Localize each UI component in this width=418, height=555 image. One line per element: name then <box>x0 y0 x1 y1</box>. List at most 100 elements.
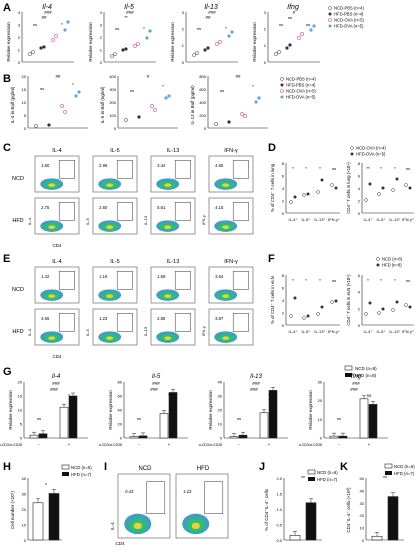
bar <box>338 435 348 439</box>
y-axis-label: Cell number (×10⁵) <box>10 491 15 530</box>
category-label: IL-4⁺ <box>363 329 372 334</box>
flow-plot-grid: 0.43 1.23 <box>117 473 229 539</box>
gate <box>174 313 191 332</box>
y-axis-label: IL-13 <box>143 215 148 225</box>
data-point <box>334 186 338 190</box>
legend-marker <box>328 6 332 10</box>
data-point <box>381 186 385 190</box>
tick-label: 6 <box>358 174 361 179</box>
flow-plot: 1.23 <box>92 308 138 346</box>
panel-g-letter: G <box>3 366 12 378</box>
tick-label: 2 <box>100 35 103 40</box>
significance-label: * <box>168 393 170 398</box>
tick-label: 4 <box>358 290 361 295</box>
cell-density-core <box>48 336 56 340</box>
column-title: HFD <box>197 466 210 472</box>
tick-label: 10 <box>22 523 27 528</box>
bar <box>59 406 69 439</box>
category-label: IL-4⁺ <box>363 217 372 222</box>
bar <box>129 436 139 439</box>
tick-label: 0 <box>100 60 103 65</box>
tick-label: 3 <box>182 10 185 15</box>
y-axis-label: Relative expression <box>170 22 175 62</box>
x-tick-label: - <box>338 442 340 447</box>
tick-label: 6 <box>282 286 285 291</box>
data-point <box>293 195 297 199</box>
panel-j-bars <box>289 498 317 541</box>
panel-j-letter: J <box>259 461 265 473</box>
tick-label: 40 <box>118 408 123 413</box>
tick-label: 0 <box>18 60 21 65</box>
category-label: IFN-γ⁺ <box>402 329 414 334</box>
significance-label: ### <box>52 381 60 386</box>
panel-g-chart: Il-4 Relative expression 0 5 10 15 20 ###### ns *… <box>0 374 88 447</box>
tick-label: 1 <box>18 48 21 53</box>
y-axis-label: IL-13 <box>143 326 148 336</box>
data-point <box>133 44 137 48</box>
panel-d-right: CD4⁺ T cells in lung (×10⁴) 0 2 4 6 8 IL… <box>346 161 414 222</box>
tick-label: 2 <box>358 306 361 311</box>
data-point <box>164 96 168 100</box>
panel-b-letter: B <box>3 73 11 85</box>
tick-label: 4 <box>282 298 285 303</box>
tick-label: 20 <box>218 408 223 413</box>
significance-label: ## <box>55 74 61 79</box>
cell-density-core <box>48 183 56 187</box>
chart-title: Ifng <box>351 374 362 380</box>
gate-percentage: 4.65 <box>215 163 224 168</box>
tick-label: 60 <box>118 394 123 399</box>
bars <box>229 387 278 439</box>
gate-percentage: 2.60 <box>99 205 108 210</box>
gate <box>116 271 133 290</box>
legend-label: HFD (n=7) <box>394 471 415 476</box>
y-axis-label: Relative expression <box>252 22 257 62</box>
x-axis-label: α-CD3/α-CD28 <box>99 443 122 447</box>
tick-label: 2 <box>282 311 285 316</box>
data-point <box>167 94 171 98</box>
tick-label: 15 <box>18 394 23 399</box>
flow-plot: 3.64 <box>208 266 254 304</box>
data-point <box>288 43 292 47</box>
tick-label: 8 <box>282 273 285 278</box>
y-axis-label: Relative expression <box>108 390 113 430</box>
panel-k-bars <box>371 492 399 541</box>
flow-plot: 3.87 <box>208 308 254 346</box>
significance-label: * <box>367 278 369 283</box>
legend-label: NCD-PBS (n=4) <box>286 77 317 82</box>
tick-label: 0 <box>20 436 23 441</box>
tick-label: 30 <box>360 501 365 506</box>
significance-label: ## <box>235 74 241 79</box>
significance-label: * <box>61 22 63 27</box>
cell-density-core <box>164 336 172 340</box>
panel-d: D NCD-OVA (n=4) HFD-OVA (n=5) % of CD4⁺ … <box>268 142 414 222</box>
y-axis-label: IL-13 in Balf (pg/ml) <box>190 85 195 125</box>
significance-label: ns <box>37 416 41 421</box>
data-point <box>243 114 247 118</box>
y-axis-label: IL-5 <box>85 328 90 336</box>
x-tick-label: + <box>368 442 371 447</box>
tick-label: 2 <box>358 199 361 204</box>
x-tick-label: + <box>168 442 171 447</box>
legend-marker <box>328 18 332 22</box>
legend-swatch <box>345 373 352 377</box>
legend-marker <box>280 83 284 87</box>
significance-label: ### <box>252 381 260 386</box>
gate <box>174 271 191 290</box>
tick-label: 30 <box>218 394 223 399</box>
data-point <box>227 34 231 38</box>
data-point <box>309 28 313 32</box>
data-point <box>113 52 117 56</box>
tick-label: 0 <box>358 323 361 328</box>
flow-plot: 1.19 <box>92 266 138 304</box>
panel-f-legend: NCD (n=8) HFD (n=8) <box>376 257 403 268</box>
tick-label: 20 <box>318 398 323 403</box>
row-label: NCD <box>12 176 24 182</box>
category-label: IL-4⁺ <box>288 329 297 334</box>
data-point <box>136 42 140 46</box>
panel-g-legend: NCD (n=8) HFD (n=8) <box>344 365 377 378</box>
tick-label: 10 <box>218 422 223 427</box>
panel-h-bars <box>32 489 60 541</box>
data-point <box>257 96 261 100</box>
panel-b-legend: NCD-PBS (n=4) HFD-PBS (n=4) NCD-OVA (n=5… <box>280 77 317 100</box>
